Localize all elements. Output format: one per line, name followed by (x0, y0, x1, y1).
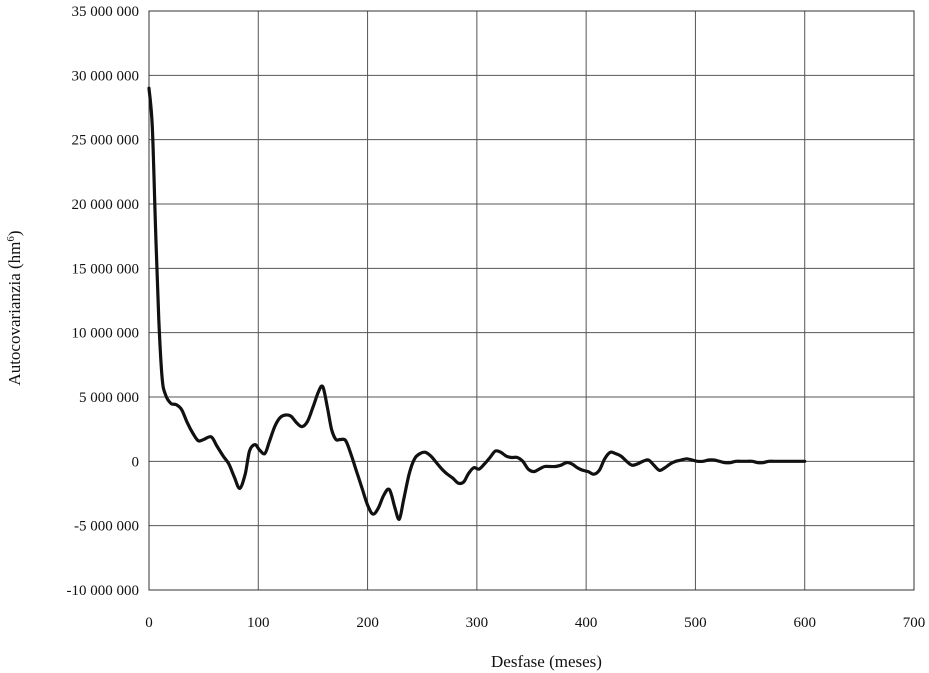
y-tick-label: -5 000 000 (74, 519, 139, 535)
y-axis-title: Autocovarianzia (hm6) (5, 230, 24, 385)
y-tick-label: 10 000 000 (72, 326, 140, 342)
x-tick-label: 700 (903, 615, 926, 631)
x-tick-label: 600 (793, 615, 816, 631)
y-tick-label: 0 (132, 454, 140, 470)
x-tick-label: 400 (575, 615, 598, 631)
x-tick-label: 500 (684, 615, 707, 631)
y-tick-label: 15 000 000 (72, 261, 140, 277)
y-tick-label: 35 000 000 (72, 4, 140, 20)
y-axis-title-main: Autocovarianzia (hm (5, 242, 24, 386)
y-tick-label: -10 000 000 (67, 583, 140, 599)
y-tick-label: 30 000 000 (72, 68, 140, 84)
y-tick-label: 5 000 000 (79, 390, 139, 406)
plot-area (148, 10, 915, 591)
x-axis-title: Desfase (meses) (491, 652, 602, 671)
x-tick-label: 300 (466, 615, 489, 631)
y-axis-ticks: -10 000 000 -5 000 000 0 5 000 000 10 000 00… (67, 4, 140, 599)
x-tick-label: 100 (247, 615, 270, 631)
grid-lines (148, 10, 915, 591)
autocovariance-line (147, 86, 807, 521)
y-axis-title-close: ) (5, 230, 24, 236)
y-tick-label: 20 000 000 (72, 197, 140, 213)
y-tick-label: 25 000 000 (72, 133, 140, 149)
x-axis-ticks: 0 100 200 300 400 500 600 700 (145, 615, 925, 631)
x-tick-label: 200 (356, 615, 379, 631)
y-axis-title-superscript: 6 (5, 236, 17, 242)
x-tick-label: 0 (145, 615, 153, 631)
